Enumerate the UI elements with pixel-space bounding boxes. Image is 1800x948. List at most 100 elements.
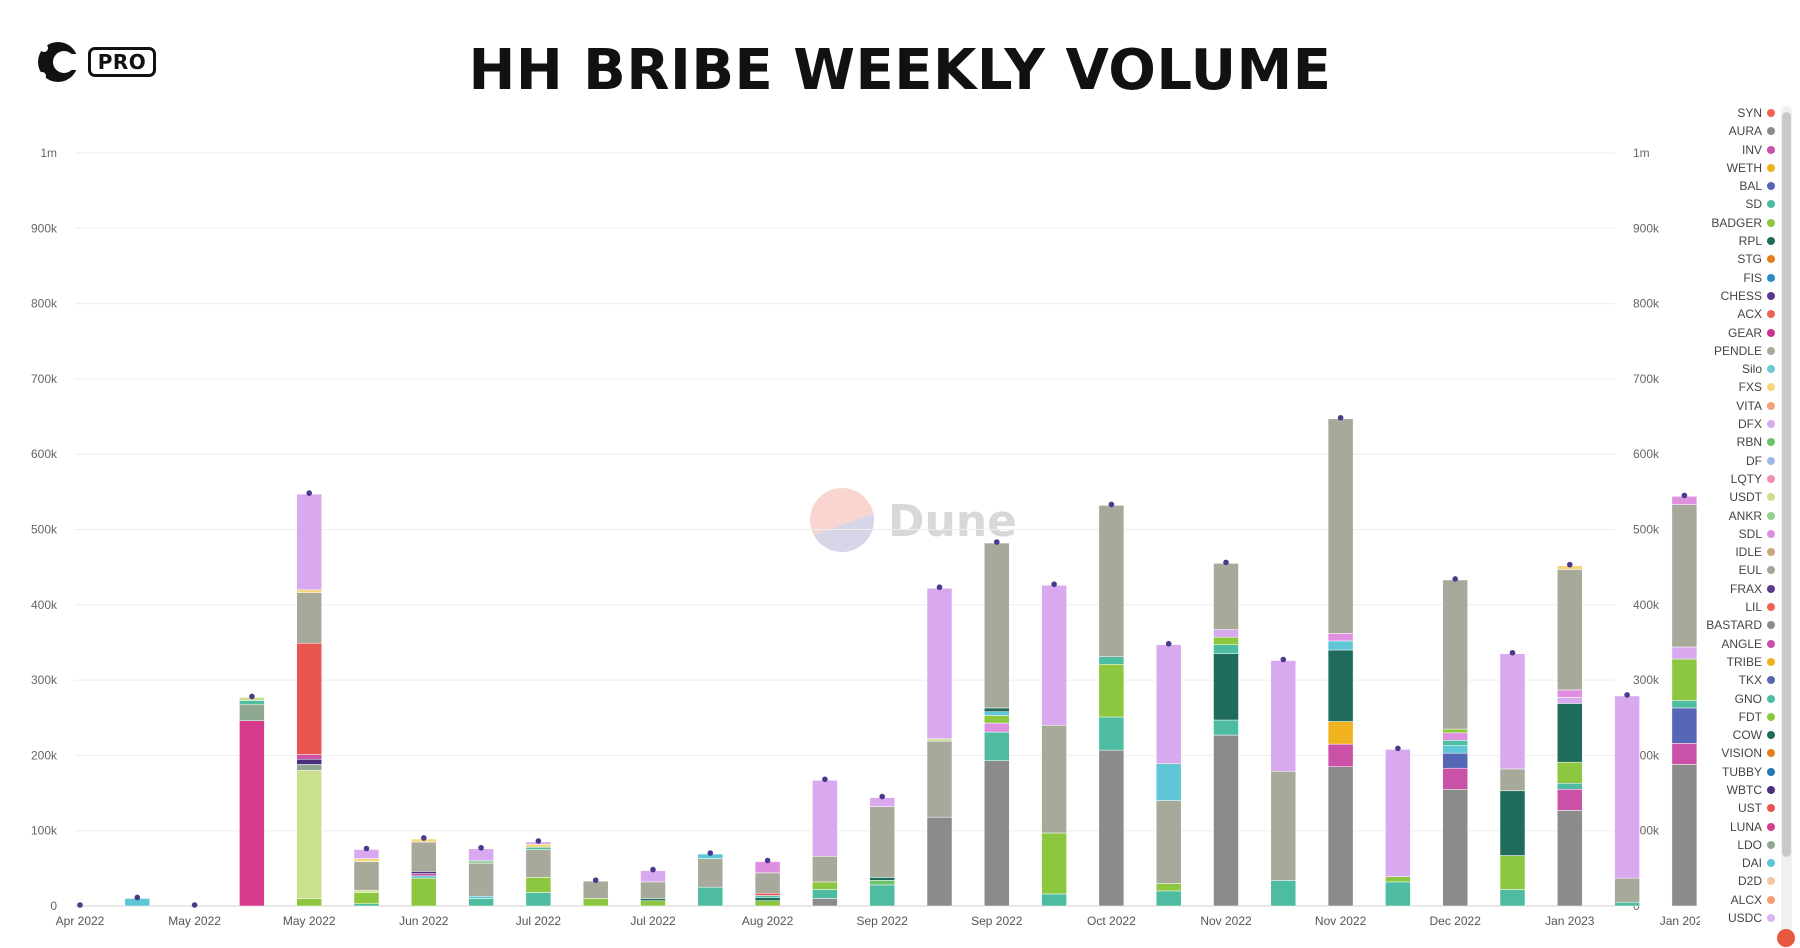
legend-item-rbn[interactable]: RBN bbox=[1700, 433, 1800, 451]
legend-item-cow[interactable]: COW bbox=[1700, 726, 1800, 744]
bar-segment-pendle bbox=[812, 856, 838, 883]
bar-segment-dfx bbox=[468, 848, 494, 862]
bar-segment-sdl bbox=[1557, 689, 1583, 698]
legend-item-sd[interactable]: SD bbox=[1700, 195, 1800, 213]
legend-item-ust[interactable]: UST bbox=[1700, 799, 1800, 817]
bar-total-marker bbox=[535, 838, 542, 844]
legend-item-lqty[interactable]: LQTY bbox=[1700, 470, 1800, 488]
legend-swatch-icon bbox=[1767, 603, 1775, 612]
bar-segment-bastard bbox=[1442, 789, 1468, 907]
legend-item-pendle[interactable]: PENDLE bbox=[1700, 342, 1800, 360]
legend-swatch-icon bbox=[1767, 877, 1775, 886]
legend-item-chess[interactable]: CHESS bbox=[1700, 287, 1800, 305]
bar-segment-cow bbox=[984, 707, 1010, 712]
legend-item-inv[interactable]: INV bbox=[1700, 141, 1800, 159]
legend-item-bastard[interactable]: BASTARD bbox=[1700, 616, 1800, 634]
legend-swatch-icon bbox=[1767, 529, 1775, 538]
bar-segment-usdt bbox=[353, 889, 380, 893]
bar-total-marker bbox=[1108, 501, 1115, 508]
x-tick-label: Sep 2022 bbox=[971, 914, 1023, 928]
bar-total-marker bbox=[478, 844, 484, 851]
legend-item-angle[interactable]: ANGLE bbox=[1700, 635, 1800, 653]
bar-total-marker bbox=[1681, 492, 1688, 499]
legend-item-wbtc[interactable]: WBTC bbox=[1700, 781, 1800, 799]
legend-item-frax[interactable]: FRAX bbox=[1700, 580, 1800, 598]
legend-item-df[interactable]: DF bbox=[1700, 452, 1800, 470]
legend-item-sdl[interactable]: SDL bbox=[1700, 525, 1800, 543]
bar-total-marker bbox=[306, 490, 313, 496]
bar-total-marker bbox=[1452, 576, 1458, 582]
bar-segment-pendle bbox=[1041, 725, 1067, 834]
legend-item-syn[interactable]: SYN bbox=[1700, 104, 1800, 122]
legend-label: BADGER bbox=[1711, 215, 1762, 230]
legend-scrollbar[interactable] bbox=[1781, 106, 1792, 941]
bar-segment-angle bbox=[1671, 743, 1698, 765]
bar-segment-bastard bbox=[1327, 766, 1354, 907]
legend-item-dfx[interactable]: DFX bbox=[1700, 415, 1800, 433]
legend-item-usdc[interactable]: USDC bbox=[1700, 909, 1800, 927]
legend-item-tkx[interactable]: TKX bbox=[1700, 671, 1800, 689]
bar-total-marker bbox=[936, 584, 943, 591]
legend-item-dai[interactable]: DAI bbox=[1700, 854, 1800, 872]
legend-item-lil[interactable]: LIL bbox=[1700, 598, 1800, 616]
chart-title: HH BRIBE WEEKLY VOLUME bbox=[468, 38, 1332, 103]
bar-segment-wbtc bbox=[296, 758, 322, 765]
bar-segment-dfx bbox=[1614, 695, 1640, 879]
bar-segment-gno bbox=[1499, 889, 1526, 907]
bar-total-marker bbox=[1567, 561, 1573, 568]
legend-item-acx[interactable]: ACX bbox=[1700, 305, 1800, 323]
legend-item-alcx[interactable]: ALCX bbox=[1700, 891, 1800, 909]
legend-item-gno[interactable]: GNO bbox=[1700, 690, 1800, 708]
legend-item-aura[interactable]: AURA bbox=[1700, 122, 1800, 140]
legend-label: LQTY bbox=[1730, 471, 1762, 486]
bar-segment-rbn bbox=[869, 880, 895, 886]
bar-segment-dfx bbox=[812, 779, 838, 857]
legend-item-bal[interactable]: BAL bbox=[1700, 177, 1800, 195]
legend-item-stg[interactable]: STG bbox=[1700, 250, 1800, 268]
bar-segment-ankr bbox=[468, 860, 494, 864]
bar-segment-fdt bbox=[296, 898, 322, 907]
legend-swatch-icon bbox=[1767, 712, 1775, 721]
scrollbar-thumb[interactable] bbox=[1782, 112, 1791, 857]
legend-swatch-icon bbox=[1767, 237, 1775, 246]
legend-item-ankr[interactable]: ANKR bbox=[1700, 507, 1800, 525]
c-logo-icon bbox=[38, 42, 82, 82]
legend-item-silo[interactable]: Silo bbox=[1700, 360, 1800, 378]
bar-total-marker bbox=[249, 693, 255, 700]
legend-item-fdt[interactable]: FDT bbox=[1700, 708, 1800, 726]
legend-swatch-icon bbox=[1767, 493, 1775, 502]
legend-item-tribe[interactable]: TRIBE bbox=[1700, 653, 1800, 671]
legend-label: LIL bbox=[1745, 600, 1762, 615]
legend-item-rpl[interactable]: RPL bbox=[1700, 232, 1800, 250]
legend-item-tubby[interactable]: TUBBY bbox=[1700, 763, 1800, 781]
y-tick-label-left: 800k bbox=[31, 297, 58, 311]
legend-swatch-icon bbox=[1767, 584, 1775, 593]
legend-item-vita[interactable]: VITA bbox=[1700, 397, 1800, 415]
bar-total-marker bbox=[1395, 745, 1401, 752]
legend-swatch-icon bbox=[1767, 914, 1775, 923]
legend-swatch-icon bbox=[1767, 804, 1775, 813]
legend-item-gear[interactable]: GEAR bbox=[1700, 324, 1800, 342]
x-tick-label: Nov 2022 bbox=[1315, 914, 1367, 928]
bar-segment-gno bbox=[812, 889, 838, 899]
legend-item-ldo[interactable]: LDO bbox=[1700, 836, 1800, 854]
legend-item-weth[interactable]: WETH bbox=[1700, 159, 1800, 177]
legend-item-idle[interactable]: IDLE bbox=[1700, 543, 1800, 561]
legend-swatch-icon bbox=[1767, 639, 1775, 648]
bar-segment-gno bbox=[1270, 880, 1297, 907]
bar-segment-pendle bbox=[1671, 504, 1698, 648]
bar-total-marker bbox=[1509, 649, 1516, 656]
legend-label: WETH bbox=[1726, 160, 1762, 175]
legend-item-vision[interactable]: VISION bbox=[1700, 744, 1800, 762]
bar-total-marker bbox=[1624, 692, 1630, 698]
y-tick-label-left: 700k bbox=[31, 372, 58, 386]
legend-item-d2d[interactable]: D2D bbox=[1700, 872, 1800, 890]
legend-item-luna[interactable]: LUNA bbox=[1700, 818, 1800, 836]
legend-item-fxs[interactable]: FXS bbox=[1700, 378, 1800, 396]
legend-item-usdt[interactable]: USDT bbox=[1700, 488, 1800, 506]
legend-item-badger[interactable]: BADGER bbox=[1700, 214, 1800, 232]
legend-item-fis[interactable]: FIS bbox=[1700, 269, 1800, 287]
legend-item-eul[interactable]: EUL bbox=[1700, 561, 1800, 579]
bar-segment-pendle bbox=[525, 849, 552, 878]
legend-label: FIS bbox=[1743, 270, 1762, 285]
